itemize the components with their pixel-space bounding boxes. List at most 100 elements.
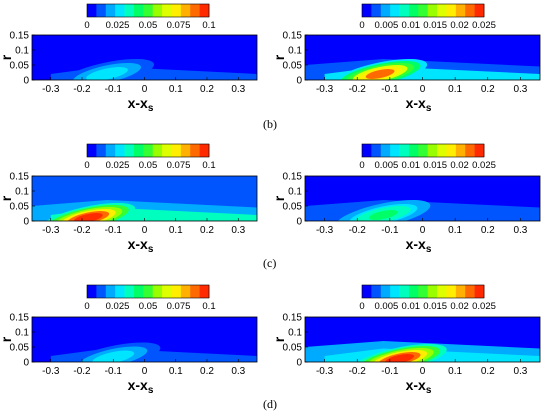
colorbar-swatch — [162, 4, 172, 17]
colorbar: 0 0.025 0.05 0.075 0.1 — [84, 3, 216, 31]
colorbar-swatch — [199, 285, 210, 298]
colorbar-swatch — [143, 285, 154, 298]
y-axis-label: r — [271, 195, 287, 201]
row-label-d: (d) — [263, 397, 277, 411]
colorbar-tick-label: 0.005 — [375, 301, 399, 312]
colorbar-tick-label: 0.075 — [167, 20, 191, 31]
y-tick-label: 0.15 — [10, 172, 30, 183]
colorbar-frame — [361, 284, 485, 299]
colorbar-tick-label: 0 — [84, 301, 89, 312]
colorbar-swatch — [133, 4, 144, 17]
y-axis-label: r — [271, 54, 287, 60]
colorbar-swatch — [105, 144, 116, 157]
row-label-b: (b) — [263, 117, 277, 131]
colorbar-tick-label: 0.05 — [139, 301, 158, 312]
colorbar-swatch — [455, 144, 466, 157]
x-axis-label-subscript: s — [148, 244, 154, 255]
x-axis-label: x-xs — [406, 95, 432, 114]
x-axis-label-subscript: s — [148, 385, 154, 396]
colorbar-swatch — [115, 144, 125, 157]
y-axis-label: r — [271, 336, 287, 342]
colorbar-tick-label: 0.05 — [139, 160, 158, 171]
colorbar-swatch — [96, 285, 107, 298]
x-tick-label: 0.1 — [169, 366, 183, 377]
x-tick-label: -0.3 — [42, 366, 60, 377]
x-tick-label: -0.3 — [316, 366, 334, 377]
contour-field — [305, 176, 540, 221]
y-tick-label: 0.05 — [10, 61, 30, 72]
colorbar-tick-label: 0.025 — [106, 20, 130, 31]
colorbar-tick-label: 0.01 — [402, 160, 421, 171]
y-tick-label: 0.05 — [283, 61, 303, 72]
x-tick-label: 0 — [142, 84, 148, 95]
x-tick-label: 0.3 — [513, 366, 527, 377]
y-tick-label: 0.1 — [288, 46, 302, 57]
colorbar: 0 0.025 0.05 0.075 0.1 — [84, 143, 216, 171]
x-tick-label: 0 — [420, 366, 426, 377]
x-tick-label: -0.2 — [349, 84, 367, 95]
colorbar-swatch — [190, 144, 201, 157]
colorbar-swatch — [152, 144, 163, 157]
colorbar-tick-label: 0.015 — [423, 20, 447, 31]
colorbar-swatch — [427, 4, 438, 17]
colorbar-swatch — [152, 285, 163, 298]
x-axis-label-subscript: s — [426, 385, 432, 396]
colorbar-tick-label: 0.1 — [202, 160, 215, 171]
x-axis-label-main: x-x — [128, 236, 148, 252]
colorbar: 0 0.005 0.01 0.015 0.02 0.025 — [359, 143, 496, 171]
x-tick-label: -0.2 — [349, 225, 367, 236]
x-tick-label: -0.3 — [42, 225, 60, 236]
y-tick-label: 0.15 — [283, 31, 303, 42]
colorbar-swatch — [408, 285, 419, 298]
colorbar-swatch — [124, 4, 135, 17]
colorbar-tick-label: 0.025 — [106, 160, 130, 171]
colorbar-swatch — [143, 144, 154, 157]
contour-level — [368, 210, 398, 220]
contour-level — [92, 69, 122, 79]
x-tick-label: -0.1 — [105, 366, 123, 377]
x-tick-label: -0.2 — [73, 84, 91, 95]
x-tick-label: -0.3 — [316, 84, 334, 95]
x-axis-label: x-xs — [128, 95, 154, 114]
y-tick-label: 0 — [23, 76, 29, 87]
colorbar-tick-label: 0.1 — [202, 20, 215, 31]
colorbar-swatch — [133, 285, 144, 298]
colorbar-swatch — [427, 285, 438, 298]
colorbar-swatch — [190, 285, 201, 298]
colorbar-swatch — [180, 144, 191, 157]
x-axis-label-subscript: s — [426, 103, 432, 114]
x-axis-label-subscript: s — [426, 244, 432, 255]
colorbar-swatch — [96, 4, 107, 17]
colorbar-swatch — [446, 285, 457, 298]
x-tick-label: -0.3 — [316, 225, 334, 236]
colorbar-swatch — [190, 4, 201, 17]
colorbar-swatch — [152, 4, 163, 17]
contour-field — [32, 35, 257, 80]
colorbar-tick-label: 0.02 — [450, 301, 469, 312]
x-axis-label-main: x-x — [406, 377, 426, 393]
colorbar-frame — [86, 143, 210, 158]
colorbar-frame — [86, 284, 210, 299]
x-tick-label: -0.2 — [349, 366, 367, 377]
colorbar-swatch — [474, 4, 485, 17]
y-tick-label: 0.1 — [15, 187, 29, 198]
colorbar-swatch — [437, 144, 447, 157]
colorbar-tick-label: 0.02 — [450, 20, 469, 31]
colorbar-swatch — [87, 4, 97, 17]
colorbar-swatch — [408, 4, 419, 17]
colorbar-tick-label: 0.01 — [402, 20, 421, 31]
colorbar-swatch — [87, 144, 97, 157]
y-tick-label: 0.15 — [10, 313, 30, 324]
colorbar-swatch — [96, 144, 107, 157]
x-tick-label: 0.2 — [200, 366, 214, 377]
x-tick-label: 0.3 — [231, 84, 245, 95]
colorbar-swatch — [446, 4, 457, 17]
y-tick-label: 0.1 — [15, 328, 29, 339]
colorbar-tick-label: 0.015 — [423, 301, 447, 312]
colorbar-swatch — [362, 285, 372, 298]
colorbar-tick-label: 0.025 — [472, 20, 496, 31]
colorbar: 0 0.005 0.01 0.015 0.02 0.025 — [359, 3, 496, 31]
x-tick-label: 0.1 — [448, 366, 462, 377]
colorbar-swatch — [418, 144, 429, 157]
